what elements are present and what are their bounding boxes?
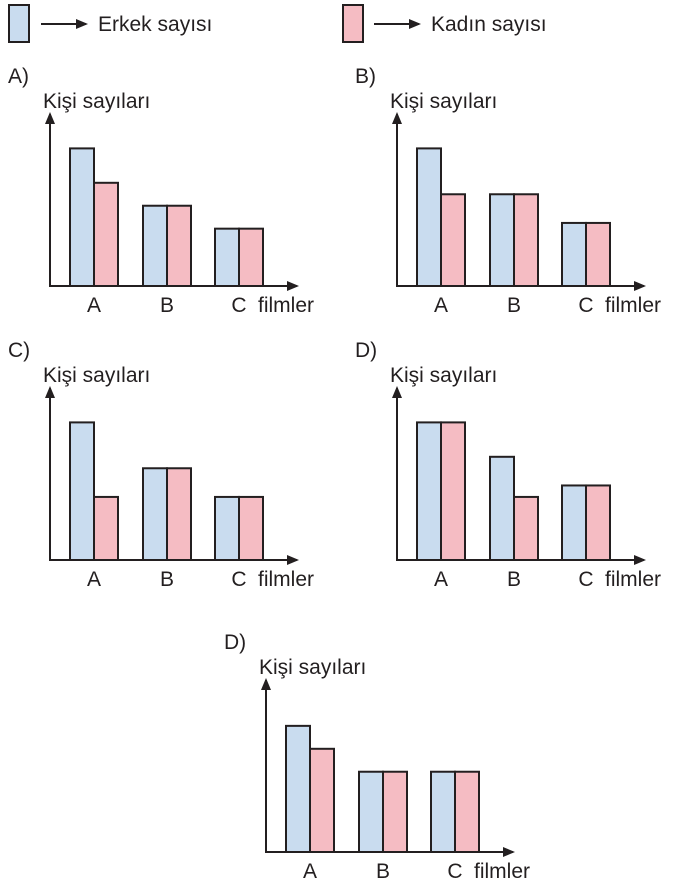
- x-tick-label: A: [87, 568, 101, 591]
- legend-erkek-label: Erkek sayısı: [98, 13, 212, 36]
- option-label: B): [355, 65, 376, 88]
- option-label: A): [8, 65, 29, 88]
- x-tick-label: C: [231, 294, 246, 317]
- option-label: C): [8, 339, 30, 362]
- x-axis-title: filmler: [474, 860, 530, 883]
- x-tick-label: A: [434, 294, 448, 317]
- bar-a-kadin: [440, 193, 466, 287]
- x-axis-title: filmler: [605, 294, 661, 317]
- bar-c-kadin: [454, 770, 480, 854]
- bar-b-kadin: [513, 495, 539, 561]
- bar-b-erkek: [489, 455, 515, 561]
- x-tick-label: C: [578, 568, 593, 591]
- bar-b-erkek: [142, 467, 168, 561]
- x-tick-label: B: [160, 294, 174, 317]
- bar-c-erkek: [214, 227, 240, 288]
- y-axis-title: Kişi sayıları: [43, 364, 150, 387]
- x-tick-label: B: [507, 568, 521, 591]
- bar-a-erkek: [69, 421, 95, 561]
- x-tick-label: C: [231, 568, 246, 591]
- x-tick-label: B: [160, 568, 174, 591]
- bar-a-erkek: [69, 147, 95, 287]
- bar-b-kadin: [513, 193, 539, 287]
- x-tick-label: B: [376, 860, 390, 883]
- x-axis-title: filmler: [605, 568, 661, 591]
- bar-a-kadin: [309, 747, 335, 853]
- y-axis-title: Kişi sayıları: [259, 656, 366, 679]
- x-axis-title: filmler: [258, 568, 314, 591]
- bar-c-erkek: [561, 484, 587, 562]
- y-axis-title: Kişi sayıları: [390, 364, 497, 387]
- bar-c-kadin: [238, 227, 264, 288]
- bar-c-erkek: [214, 495, 240, 561]
- bar-b-kadin: [382, 770, 408, 854]
- bar-b-erkek: [358, 770, 384, 854]
- option-label: D): [224, 631, 246, 654]
- y-axis-title: Kişi sayıları: [390, 90, 497, 113]
- legend: Erkek sayısı Kadın sayısı: [8, 4, 547, 43]
- bar-c-kadin: [585, 484, 611, 562]
- x-tick-label: A: [303, 860, 317, 883]
- bar-a-kadin: [93, 495, 119, 561]
- x-tick-label: C: [447, 860, 462, 883]
- bar-b-kadin: [166, 204, 192, 288]
- bar-a-erkek: [285, 724, 311, 853]
- x-axis-title: filmler: [258, 294, 314, 317]
- bar-a-kadin: [93, 181, 119, 287]
- bar-c-kadin: [585, 221, 611, 287]
- legend-erkek-swatch: [8, 4, 30, 43]
- bar-c-erkek: [561, 221, 587, 287]
- bar-a-kadin: [440, 421, 466, 561]
- option-label: D): [355, 339, 377, 362]
- legend-kadin-label: Kadın sayısı: [431, 13, 547, 36]
- x-tick-label: C: [578, 294, 593, 317]
- bar-c-kadin: [238, 495, 264, 561]
- x-tick-label: A: [434, 568, 448, 591]
- bar-b-erkek: [142, 204, 168, 288]
- bar-a-erkek: [416, 421, 442, 561]
- x-tick-label: B: [507, 294, 521, 317]
- bar-a-erkek: [416, 147, 442, 287]
- legend-kadin-swatch: [342, 4, 364, 43]
- bar-b-erkek: [489, 193, 515, 287]
- y-axis-title: Kişi sayıları: [43, 90, 150, 113]
- bar-c-erkek: [430, 770, 456, 854]
- x-tick-label: A: [87, 294, 101, 317]
- bar-b-kadin: [166, 467, 192, 561]
